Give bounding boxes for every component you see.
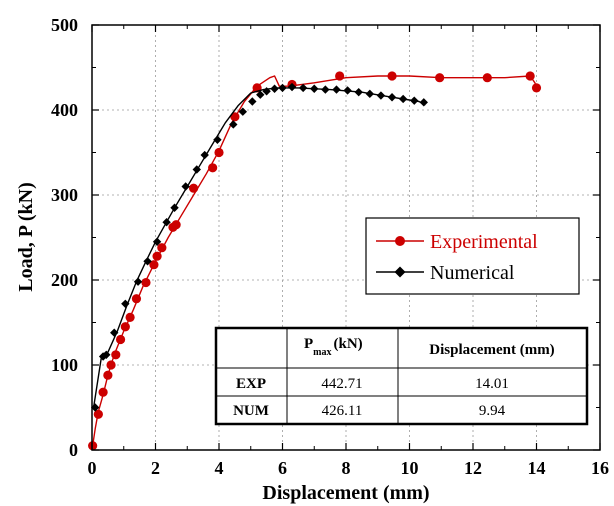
data-point-numerical xyxy=(354,87,363,97)
x-tick-label: 14 xyxy=(528,458,546,478)
data-point-numerical xyxy=(419,98,428,107)
table-header-displacement: Displacement (mm) xyxy=(429,342,554,358)
table-row-num-pmax: 426.11 xyxy=(322,403,363,419)
data-point-numerical xyxy=(365,89,375,99)
data-point-numerical xyxy=(248,97,257,106)
data-point-experimental xyxy=(149,260,159,270)
data-point-numerical xyxy=(298,83,308,93)
data-point-experimental xyxy=(115,334,126,345)
data-point-experimental xyxy=(525,71,535,81)
data-point-experimental xyxy=(103,370,113,380)
summary-table: Pmax(kN) Displacement (mm) EXP 442.71 14… xyxy=(214,326,589,426)
grid-lines xyxy=(92,25,600,450)
data-point-numerical xyxy=(162,218,171,227)
data-point-experimental xyxy=(141,277,151,288)
x-tick-label: 2 xyxy=(151,458,160,478)
table-header-pmax-sub: max xyxy=(313,347,331,358)
table-row-exp-label: EXP xyxy=(236,376,266,392)
table-row-num-label: NUM xyxy=(233,403,269,419)
data-point-experimental xyxy=(482,73,492,83)
y-tick-label: 0 xyxy=(69,440,78,460)
legend-marker-experimental xyxy=(395,236,405,246)
x-tick-label: 10 xyxy=(401,458,419,478)
data-point-numerical xyxy=(213,135,222,144)
table-row-num-displacement: 9.94 xyxy=(479,403,506,419)
data-point-numerical xyxy=(387,93,397,102)
data-point-numerical xyxy=(270,84,279,93)
data-point-numerical xyxy=(133,277,143,286)
data-point-numerical xyxy=(410,96,419,105)
axis-ticks: 0 2 4 6 8 10 12 14 16 0 100 200 300 400 500 xyxy=(51,15,609,478)
table-frame xyxy=(214,326,589,426)
data-point-numerical xyxy=(278,83,287,93)
data-point-numerical xyxy=(192,165,201,174)
data-point-experimental xyxy=(214,147,224,158)
data-point-experimental xyxy=(435,73,445,83)
y-tick-label: 100 xyxy=(51,355,78,375)
data-point-experimental xyxy=(189,183,199,193)
data-point-experimental xyxy=(531,83,542,93)
data-point-experimental xyxy=(387,71,397,81)
table-header-pmax: Pmax(kN) xyxy=(304,336,363,358)
x-axis-title: Displacement (mm) xyxy=(262,482,429,504)
data-point-numerical xyxy=(170,203,179,212)
x-tick-label: 6 xyxy=(278,458,287,478)
data-point-experimental xyxy=(230,112,240,122)
data-point-experimental xyxy=(157,243,167,253)
legend-marker-numerical xyxy=(394,266,406,278)
data-point-numerical xyxy=(143,257,152,266)
data-point-experimental xyxy=(93,409,103,419)
x-tick-label: 12 xyxy=(464,458,482,478)
data-point-numerical xyxy=(181,182,190,191)
y-tick-label: 500 xyxy=(51,15,78,35)
table-row-exp-displacement: 14.01 xyxy=(475,376,509,392)
data-point-numerical xyxy=(238,107,248,116)
x-tick-label: 4 xyxy=(215,458,224,478)
table-header-pmax-unit: (kN) xyxy=(334,336,363,352)
table-row-exp-pmax: 442.71 xyxy=(321,376,362,392)
y-axis-title: Load, P (kN) xyxy=(15,182,37,291)
data-point-numerical xyxy=(229,120,238,129)
data-point-experimental xyxy=(152,251,162,261)
data-point-numerical xyxy=(110,328,119,337)
y-tick-label: 400 xyxy=(51,100,78,120)
data-point-numerical xyxy=(332,85,341,94)
data-point-numerical xyxy=(321,85,330,94)
legend-label-numerical: Numerical xyxy=(430,262,515,284)
data-point-numerical xyxy=(343,86,352,95)
legend-box xyxy=(365,217,580,295)
data-point-numerical xyxy=(398,94,408,104)
legend-label-experimental: Experimental xyxy=(430,231,538,253)
data-point-numerical xyxy=(121,299,130,308)
data-point-experimental xyxy=(208,163,218,173)
legend: Experimental Numerical xyxy=(365,217,580,295)
series-numerical xyxy=(90,82,428,412)
data-point-numerical xyxy=(102,350,111,359)
data-point-numerical xyxy=(200,150,209,160)
data-point-numerical xyxy=(152,237,162,246)
series-experimental xyxy=(88,71,542,451)
x-tick-label: 0 xyxy=(88,458,97,478)
x-tick-label: 16 xyxy=(591,458,609,478)
data-point-numerical xyxy=(262,87,271,96)
data-point-numerical xyxy=(287,82,297,92)
data-point-experimental xyxy=(111,350,121,360)
x-tick-label: 8 xyxy=(342,458,351,478)
data-point-experimental xyxy=(125,312,135,322)
data-point-experimental xyxy=(106,360,116,370)
data-point-numerical xyxy=(376,91,386,100)
y-tick-label: 200 xyxy=(51,270,78,290)
table-header-pmax-main: P xyxy=(304,336,313,352)
data-point-experimental xyxy=(120,322,130,332)
data-point-numerical xyxy=(310,84,319,93)
data-point-experimental xyxy=(171,220,181,230)
data-point-experimental xyxy=(98,387,108,397)
data-point-experimental xyxy=(131,294,142,304)
data-point-experimental xyxy=(335,71,345,81)
data-point-numerical xyxy=(256,90,265,99)
series-layer xyxy=(88,71,542,451)
y-tick-label: 300 xyxy=(51,185,78,205)
